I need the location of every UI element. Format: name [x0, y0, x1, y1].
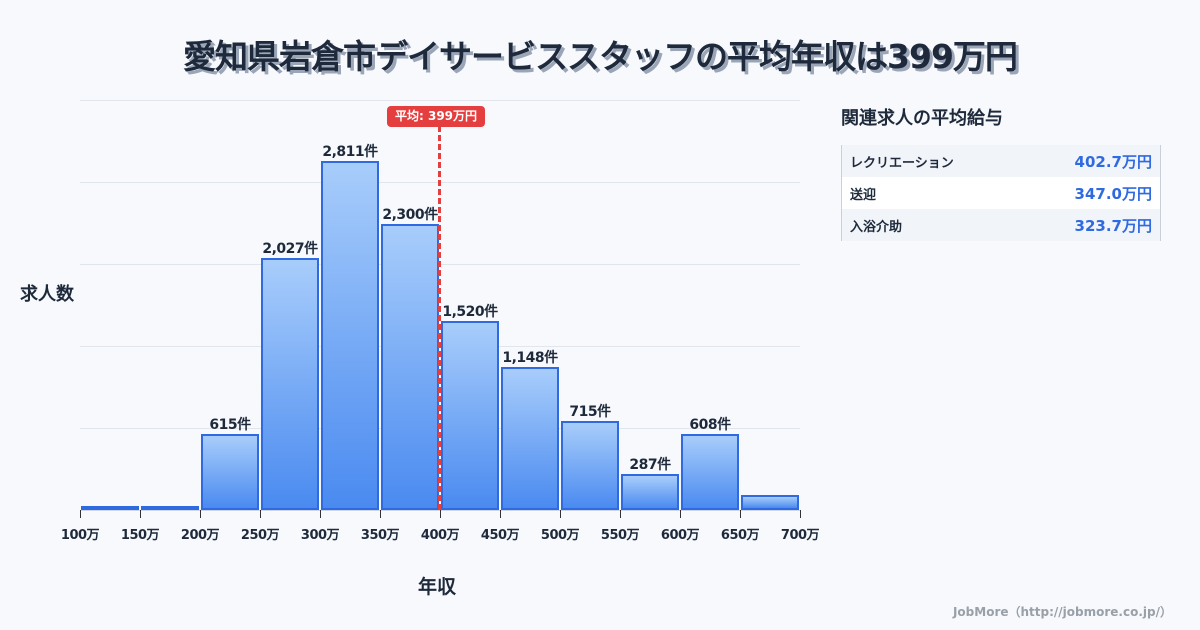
x-tick [320, 510, 321, 518]
x-tick [380, 510, 381, 518]
related-salary-row: 入浴介助 323.7万円 [842, 209, 1160, 241]
x-tick-label: 600万 [660, 528, 700, 543]
related-salary-row: 送迎 347.0万円 [842, 177, 1160, 209]
histogram-bar [201, 434, 259, 510]
x-tick-label: 700万 [780, 528, 820, 543]
job-name: 入浴介助 [850, 219, 903, 235]
x-tick [800, 510, 801, 518]
histogram-bar [501, 367, 559, 510]
job-salary: 323.7万円 [1074, 216, 1152, 235]
histogram-bar [321, 161, 379, 510]
average-badge: 平均: 399万円 [387, 106, 486, 127]
x-tick-label: 650万 [720, 528, 760, 543]
x-tick-label: 350万 [360, 528, 400, 543]
bar-value-label: 1,520件 [442, 304, 498, 320]
related-salary-table: レクリエーション 402.7万円 送迎 347.0万円 入浴介助 323.7万円 [841, 145, 1161, 241]
watermark: JobMore（http://jobmore.co.jp/） [952, 605, 1172, 619]
x-tick [680, 510, 681, 518]
x-tick-label: 250万 [240, 528, 280, 543]
job-name: 送迎 [850, 187, 877, 203]
x-tick [560, 510, 561, 518]
x-tick-label: 500万 [540, 528, 580, 543]
histogram-bar [141, 506, 199, 510]
x-tick-label: 200万 [180, 528, 220, 543]
y-axis-label: 求人数 [20, 284, 74, 305]
related-salary-title: 関連求人の平均給与 [841, 108, 1003, 129]
histogram-bar [741, 495, 799, 510]
histogram-bar [441, 321, 499, 510]
x-tick-label: 300万 [300, 528, 340, 543]
x-tick [80, 510, 81, 518]
x-tick [140, 510, 141, 518]
x-tick-label: 100万 [60, 528, 100, 543]
bar-value-label: 2,027件 [262, 241, 318, 257]
job-name: レクリエーション [850, 155, 954, 171]
bar-value-label: 1,148件 [502, 350, 558, 366]
histogram-bar [261, 258, 319, 510]
x-tick [740, 510, 741, 518]
x-tick-label: 550万 [600, 528, 640, 543]
job-salary: 347.0万円 [1074, 184, 1152, 203]
histogram-bar [381, 224, 439, 510]
histogram-bar [681, 434, 739, 510]
x-tick [500, 510, 501, 518]
x-tick-label: 400万 [420, 528, 460, 543]
job-salary: 402.7万円 [1074, 152, 1152, 171]
x-tick-label: 150万 [120, 528, 160, 543]
x-tick [620, 510, 621, 518]
bar-value-label: 715件 [569, 404, 611, 420]
histogram-bar [81, 506, 139, 510]
bar-value-label: 287件 [629, 457, 671, 473]
bar-value-label: 608件 [689, 417, 731, 433]
histogram-bar [621, 474, 679, 510]
x-tick [200, 510, 201, 518]
x-tick-label: 450万 [480, 528, 520, 543]
bar-value-label: 2,811件 [322, 144, 378, 160]
gridline [80, 100, 800, 101]
x-axis-label: 年収 [418, 576, 457, 598]
related-salary-row: レクリエーション 402.7万円 [842, 145, 1160, 177]
histogram-bar [561, 421, 619, 510]
chart-title: 愛知県岩倉市デイサービススタッフの平均年収は399万円 [183, 37, 1018, 76]
average-line [438, 126, 441, 510]
plot-area: 615件 2,027件 2,811件 2,300件 1,520件 1,148件 715件 28… [80, 100, 800, 511]
bar-value-label: 2,300件 [382, 207, 438, 223]
bar-value-label: 615件 [209, 417, 251, 433]
x-tick [260, 510, 261, 518]
x-tick [440, 510, 441, 518]
